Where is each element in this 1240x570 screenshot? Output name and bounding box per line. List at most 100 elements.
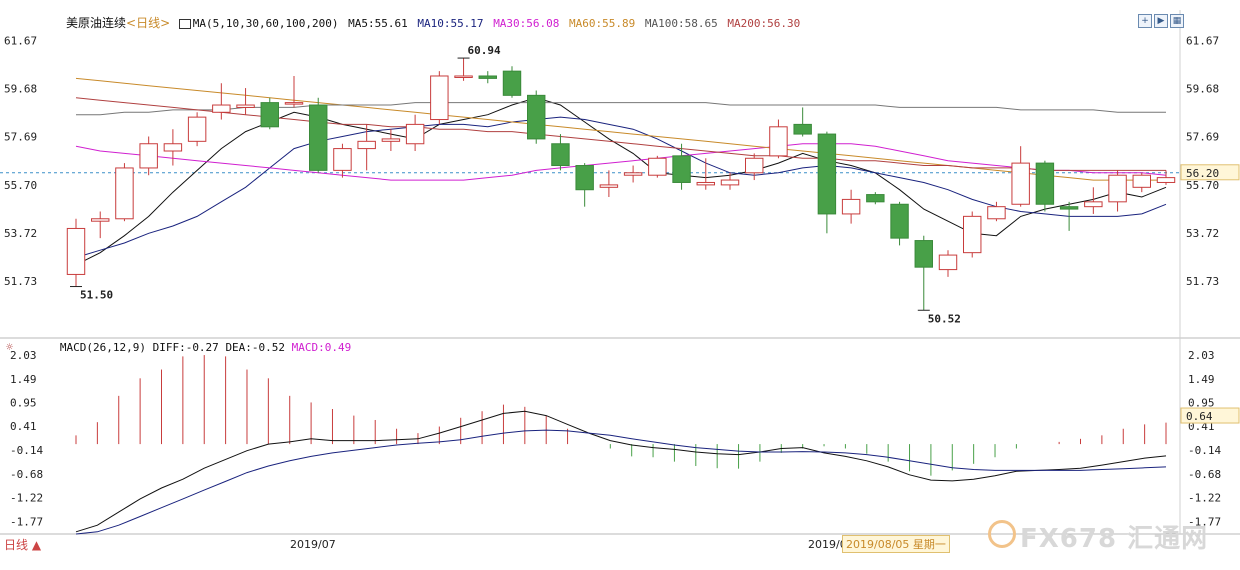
candle-body <box>91 218 110 222</box>
candle-body <box>527 94 546 140</box>
price-tag: 56.20 <box>1186 167 1219 180</box>
price-tick-right: 55.70 <box>1186 179 1219 192</box>
price-tick-right: 53.72 <box>1186 227 1219 240</box>
candle-body <box>1011 162 1030 205</box>
candle-body <box>841 198 861 215</box>
ma-line-ma60 <box>75 77 1166 181</box>
macd-tick-right: -0.68 <box>1188 468 1221 481</box>
ma10-value: MA10:55.17 <box>417 17 484 30</box>
candle-body <box>648 157 667 176</box>
macd-tag: 0.64 <box>1186 410 1213 423</box>
macd-tick-left: -1.22 <box>10 492 43 505</box>
candle-body <box>575 165 594 191</box>
candle-body <box>139 143 158 169</box>
macd-tick-left: 2.03 <box>10 349 37 362</box>
play-icon[interactable]: ▶ <box>1154 14 1168 28</box>
candle-body <box>769 126 788 157</box>
macd-tag-box <box>1180 407 1240 424</box>
candle-body <box>163 143 183 152</box>
candle-body <box>817 133 837 215</box>
candle-body <box>793 123 812 135</box>
start-low-label: 51.50 <box>80 289 113 302</box>
macd-tick-right: -1.22 <box>1188 492 1221 505</box>
candle-body <box>599 184 619 188</box>
macd-tick-right: 0.95 <box>1188 396 1215 409</box>
candle-body <box>1156 177 1176 183</box>
candle-body <box>720 179 740 186</box>
price-tick-right: 61.67 <box>1186 34 1219 47</box>
price-tick-left: 57.69 <box>4 131 37 144</box>
candle-body <box>1035 162 1055 205</box>
candle-body <box>430 75 449 121</box>
ma-icon <box>178 19 191 29</box>
macd-tick-right: 2.03 <box>1188 349 1215 362</box>
candle-body <box>914 240 933 268</box>
date-label-july: 2019/07 <box>290 538 336 551</box>
ma-params: MA(5,10,30,60,100,200) <box>192 17 339 30</box>
high-label: 60.94 <box>468 44 501 57</box>
candle-body <box>405 123 425 145</box>
candle-body <box>745 157 764 174</box>
ma100-value: MA100:58.65 <box>644 17 718 30</box>
macd-settings-icon[interactable]: ☼ <box>6 340 14 354</box>
macd-tick-right: 1.49 <box>1188 373 1215 386</box>
candle-body <box>187 116 207 142</box>
candle-body <box>502 70 522 96</box>
candle-body <box>696 181 715 186</box>
candle-body <box>357 140 376 150</box>
price-tick-right: 51.73 <box>1186 275 1219 288</box>
candle-body <box>236 104 255 108</box>
candle-body <box>890 203 909 239</box>
ma-line-ma30 <box>75 143 1167 181</box>
watermark-logo-icon <box>988 520 1016 548</box>
price-tick-right: 57.69 <box>1186 131 1219 144</box>
candle-body <box>212 104 231 113</box>
macd-dea: DEA:-0.52 <box>225 341 286 354</box>
crosshair-icon[interactable]: + <box>1138 14 1152 28</box>
macd-tick-left: -0.14 <box>10 444 43 457</box>
ma-line-ma200 <box>75 97 1166 171</box>
macd-diff: DIFF:-0.27 <box>152 341 219 354</box>
candle-body <box>260 102 279 128</box>
candle-body <box>623 172 643 176</box>
candle-body <box>381 138 401 142</box>
macd-diff-line <box>75 410 1167 533</box>
macd-tick-left: 0.95 <box>10 396 37 409</box>
candle-body <box>115 167 134 220</box>
ma60-value: MA60:55.89 <box>569 17 636 30</box>
candle-body <box>1084 201 1103 208</box>
macd-tick-left: -0.68 <box>10 468 43 481</box>
cursor-date: 2019/08/05 星期一 <box>842 535 950 553</box>
candle-body <box>66 227 86 275</box>
price-tick-left: 61.67 <box>4 34 37 47</box>
candle-body <box>672 155 691 183</box>
candle-body <box>963 215 982 254</box>
price-tick-left: 53.72 <box>4 227 37 240</box>
price-tick-right: 59.68 <box>1186 83 1219 96</box>
candle-body <box>987 206 1006 220</box>
macd-legend: ☼ MACD(26,12,9) DIFF:-0.27 DEA:-0.52 MAC… <box>6 340 351 354</box>
instrument-name: 美原油连续 <box>66 16 127 30</box>
period-button[interactable]: 日线 ▲ <box>4 538 42 552</box>
ma-line-ma10 <box>75 116 1167 258</box>
ma30-value: MA30:56.08 <box>493 17 560 30</box>
candle-body <box>1132 174 1151 188</box>
candle-body <box>284 102 304 105</box>
candle-body <box>551 143 570 167</box>
macd-tick-left: 0.41 <box>10 420 37 433</box>
candle-body <box>478 75 497 79</box>
macd-value: MACD:0.49 <box>291 341 352 354</box>
macd-params: MACD(26,12,9) <box>59 341 146 354</box>
ma5-value: MA5:55.61 <box>348 17 408 30</box>
macd-tick-left: -1.77 <box>10 516 43 529</box>
candle-body <box>309 104 328 171</box>
ma-line-ma100 <box>76 102 1166 116</box>
grid-icon[interactable]: ▦ <box>1170 14 1184 28</box>
watermark: FX678 汇通网 <box>1020 524 1209 554</box>
low-label: 50.52 <box>928 312 961 325</box>
price-tick-left: 51.73 <box>4 275 37 288</box>
price-tick-left: 55.70 <box>4 179 37 192</box>
candle-body <box>1108 174 1127 203</box>
candle-body <box>1059 206 1079 210</box>
